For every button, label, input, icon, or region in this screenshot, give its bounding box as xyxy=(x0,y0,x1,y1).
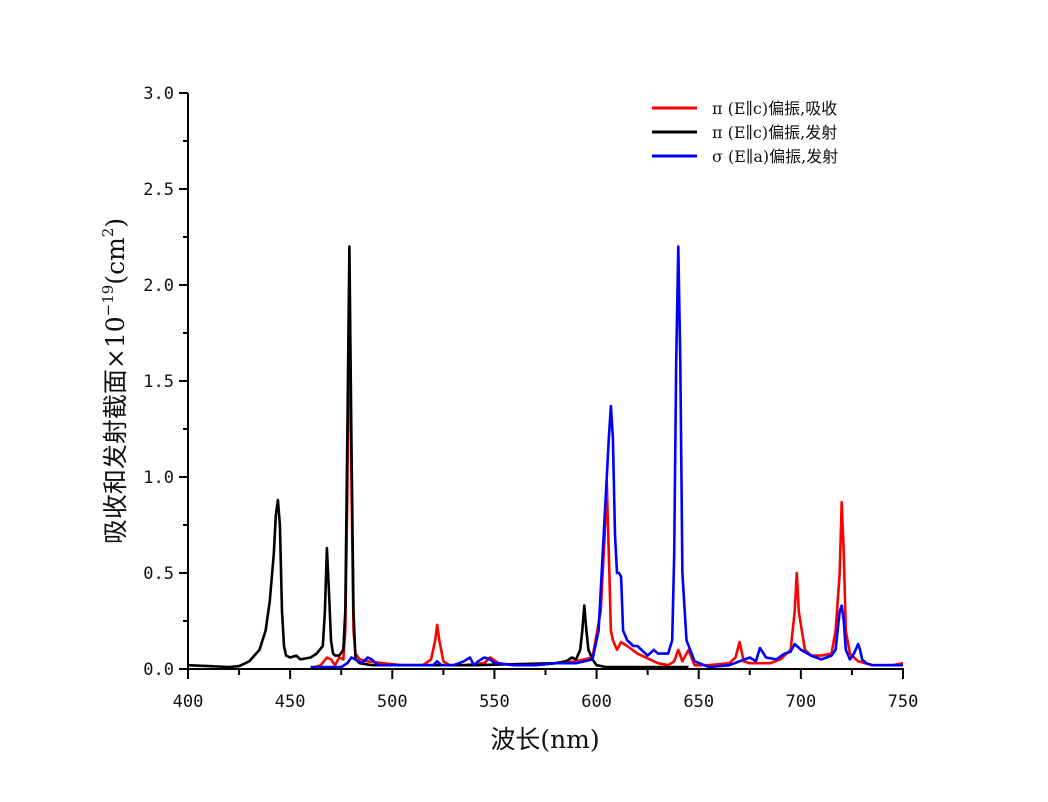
x-tick-label: 550 xyxy=(479,692,510,712)
series-line xyxy=(314,289,904,669)
x-tick-label: 600 xyxy=(581,692,612,712)
x-tick-label: 400 xyxy=(173,692,204,712)
axes: 0.0 0.5 1.0 1.5 2.0 2.5 3.0 400 450 500 550 600 650 7… xyxy=(143,84,918,712)
legend-label: π (E∥c)偏振,发射 xyxy=(712,123,837,142)
y-tick-label: 0.5 xyxy=(143,564,174,584)
legend: π (E∥c)偏振,吸收 π (E∥c)偏振,发射 σ (E∥a)偏振,发射 xyxy=(652,99,838,166)
y-tick-label: 0.0 xyxy=(143,660,174,680)
x-tick-label: 450 xyxy=(275,692,306,712)
x-tick-label: 650 xyxy=(683,692,714,712)
x-tick-label: 700 xyxy=(785,692,816,712)
svg-text:吸收和发射截面×10−19(cm2): 吸收和发射截面×10−19(cm2) xyxy=(99,218,130,544)
y-tick-label: 1.5 xyxy=(143,372,174,392)
x-tick-label: 500 xyxy=(377,692,408,712)
plot-series-group xyxy=(187,245,904,669)
x-axis-title: 波长(nm) xyxy=(490,725,599,754)
legend-label: σ (E∥a)偏振,发射 xyxy=(712,147,838,166)
legend-label: π (E∥c)偏振,吸收 xyxy=(712,99,837,118)
y-tick-label: 2.5 xyxy=(143,180,174,200)
y-tick-label: 2.0 xyxy=(143,276,174,296)
y-axis-title: 吸收和发射截面×10−19(cm2) xyxy=(99,218,130,544)
series-line xyxy=(187,245,689,669)
y-tick-label: 3.0 xyxy=(143,84,174,104)
series-line xyxy=(310,245,903,669)
x-tick-label: 750 xyxy=(888,692,919,712)
y-tick-label: 1.0 xyxy=(143,468,174,488)
